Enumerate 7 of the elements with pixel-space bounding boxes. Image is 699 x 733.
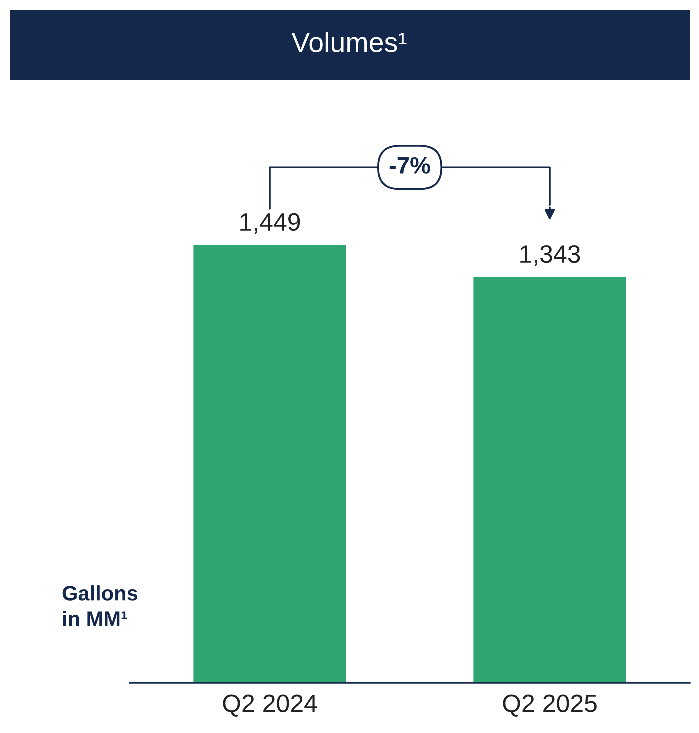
x-tick-label: Q2 2024	[223, 694, 318, 717]
data-label: 1,449	[240, 213, 300, 234]
y-axis-title: Gallons in MM¹	[62, 586, 138, 626]
x-tick-label: Q2 2025	[503, 694, 597, 717]
data-label: 1,343	[520, 245, 580, 266]
text: -7%	[390, 157, 430, 174]
chart-title: Volumes¹	[292, 32, 407, 52]
